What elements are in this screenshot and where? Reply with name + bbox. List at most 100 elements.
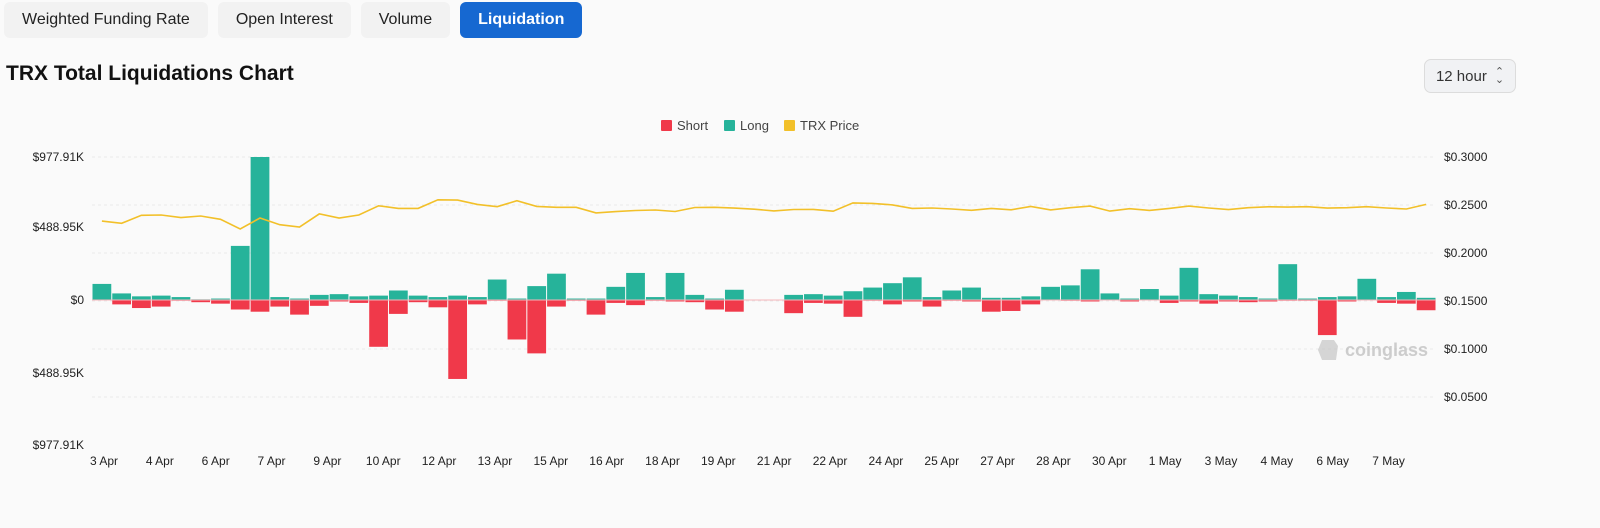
long-bar [250,157,270,300]
long-bar [1199,294,1219,300]
x-tick-label: 21 Apr [757,454,792,468]
long-bar [270,297,290,300]
short-bar [962,300,981,302]
long-bar [329,294,349,300]
short-bar [1219,300,1238,302]
tab-bar: Weighted Funding Rate Open Interest Volu… [4,2,583,38]
long-bar [151,295,171,300]
long-bar [309,294,329,300]
long-bar [428,297,448,300]
tab-open-interest[interactable]: Open Interest [217,2,351,38]
short-bar [1179,300,1199,302]
y-right-tick-label: $0.1500 [1444,294,1488,308]
short-bar [369,300,388,347]
legend-label: Short [677,118,708,133]
short-bar [1001,300,1021,311]
short-bar [883,300,902,305]
long-bar [981,297,1001,300]
short-bar [981,300,1001,312]
long-bar [1377,297,1396,300]
tab-liquidation[interactable]: Liquidation [460,2,583,38]
short-bar [1159,300,1179,303]
long-bar [408,295,428,300]
y-left-tick-label: $0 [71,293,85,307]
long-bar [784,294,804,300]
y-left-tick-label: $977.91K [33,150,84,164]
long-bar [1298,298,1317,300]
x-tick-label: 7 May [1372,454,1405,468]
long-bar [290,298,309,300]
y-right-tick-label: $0.1000 [1444,342,1488,356]
x-tick-label: 22 Apr [813,454,848,468]
coinglass-logo-icon [1318,340,1338,360]
x-tick-label: 16 Apr [589,454,624,468]
x-tick-label: 24 Apr [869,454,904,468]
y-right-tick-label: $0.2500 [1444,198,1488,212]
long-bar [1258,298,1278,300]
y-right-tick-label: $0.3000 [1444,150,1488,164]
watermark-text: coinglass [1345,340,1428,360]
legend-swatch-trx-price [784,120,795,131]
long-bar [724,289,744,300]
short-bar [1337,300,1357,302]
interval-select-value: 12 hour [1435,67,1487,85]
short-bar [270,300,290,307]
short-bar [665,300,685,302]
tab-weighted-funding-rate[interactable]: Weighted Funding Rate [4,2,208,38]
long-bar [487,279,507,300]
short-bar [250,300,270,312]
short-bar [547,300,566,307]
short-bar [1238,300,1258,303]
short-bar [843,300,863,317]
long-bar [922,297,942,300]
short-bar [1080,300,1100,302]
long-bar [843,291,863,300]
long-bar [705,298,724,300]
x-tick-label: 6 May [1316,454,1349,468]
long-bar [388,290,408,300]
tab-volume[interactable]: Volume [360,2,451,38]
legend-label: Long [740,118,769,133]
long-bar [804,294,823,300]
short-bar [626,300,645,306]
x-tick-label: 27 Apr [980,454,1015,468]
coinglass-watermark: coinglass [1318,340,1428,360]
short-bar [290,300,309,315]
long-bar [468,297,487,300]
x-tick-label: 9 Apr [313,454,341,468]
long-bar [112,293,132,300]
long-bar [1337,296,1357,300]
short-bar [586,300,606,315]
long-bar [566,298,586,300]
long-bar [586,298,606,300]
short-bar [408,300,428,303]
long-bar [1238,297,1258,300]
short-bar [1416,300,1436,311]
short-bar [507,300,527,340]
chart-title: TRX Total Liquidations Chart [6,62,294,85]
x-tick-label: 15 Apr [533,454,568,468]
short-bar [1258,300,1278,302]
long-bar [349,296,369,300]
x-tick-label: 1 May [1149,454,1182,468]
long-bar [823,295,843,300]
long-bar [547,273,566,300]
interval-select[interactable]: 12 hour ⌃ ⌄ [1424,59,1516,93]
long-bar [369,295,388,300]
short-bar [112,300,132,305]
y-left-tick-label: $488.95K [33,366,84,380]
short-bar [1377,300,1396,303]
short-bar [191,300,211,303]
x-tick-label: 30 Apr [1092,454,1127,468]
long-bar [1140,289,1159,300]
long-bar [1159,295,1179,300]
short-bar [1317,300,1337,336]
liquidation-chart: Short Long TRX Price $977.91K $488.95K $0 $488… [33,118,1488,468]
x-tick-label: 19 Apr [701,454,736,468]
y-left-tick-label: $488.95K [33,220,84,234]
long-bar [1219,295,1238,300]
x-tick-label: 28 Apr [1036,454,1071,468]
short-bar [329,300,349,302]
short-bar [388,300,408,314]
trx-price-line [101,198,1427,230]
